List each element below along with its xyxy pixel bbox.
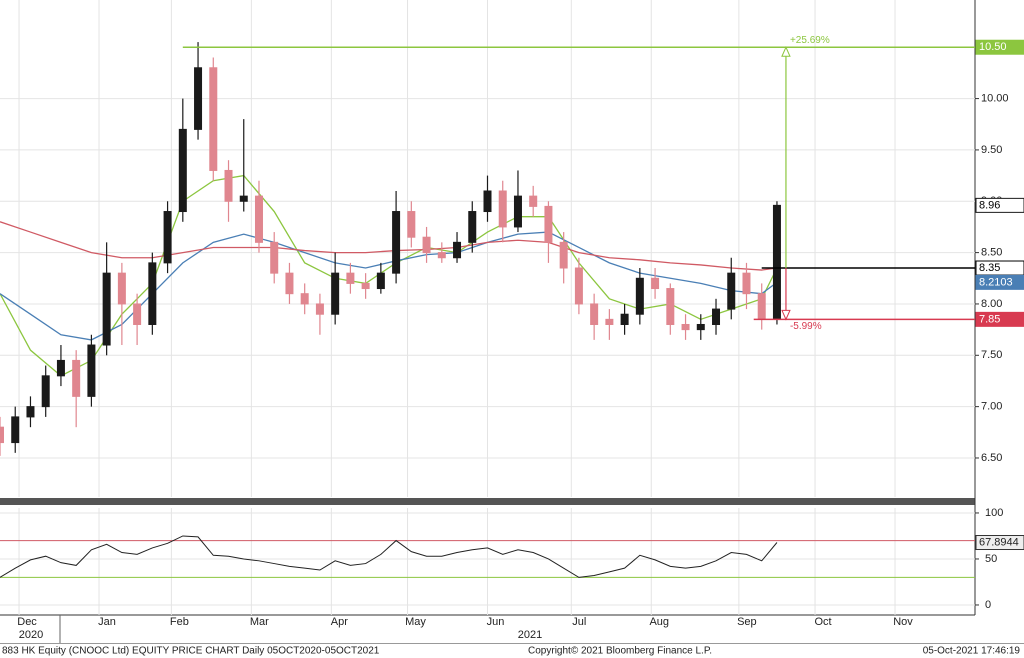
candle-body (483, 190, 492, 213)
candle-body (87, 344, 96, 397)
x-tick-label: Mar (250, 616, 269, 628)
rsi-tick-label: 100 (985, 507, 1003, 519)
candle-body (72, 359, 81, 397)
level-label: 7.85 (979, 313, 1000, 325)
candle-body (453, 241, 462, 259)
x-tick-label: Aug (649, 616, 669, 628)
arrow-head (781, 46, 791, 57)
candle-body (712, 308, 721, 325)
candle-body (468, 211, 477, 243)
x-tick-label: Apr (331, 616, 348, 628)
x-tick-label: Jan (98, 616, 116, 628)
candle-body (194, 67, 203, 130)
candle-body (239, 195, 248, 202)
x-tick-label: Feb (170, 616, 189, 628)
x-tick-label: Dec (17, 616, 37, 628)
percent-annotation: -5.99% (790, 321, 822, 332)
candle-body (0, 426, 4, 444)
candle-body (590, 303, 599, 325)
candle-body (666, 288, 675, 325)
y-tick-label: 7.00 (981, 401, 1002, 413)
percent-annotation: +25.69% (790, 35, 830, 46)
level-label: 8.96 (979, 199, 1000, 211)
candle-body (56, 359, 65, 377)
candle-body (26, 406, 35, 418)
level-label: 8.35 (979, 262, 1000, 274)
candle-body (11, 416, 20, 444)
candle-body (163, 211, 172, 264)
candle-body (772, 204, 781, 320)
candle-body (681, 323, 690, 331)
level-box (975, 197, 1024, 213)
x-tick-label: Jun (487, 616, 505, 628)
candle-body (376, 272, 385, 290)
y-tick-label: 6.50 (981, 452, 1002, 464)
footer-center: Copyright© 2021 Bloomberg Finance L.P. (528, 646, 712, 657)
candle-body (407, 211, 416, 238)
candle-body (605, 318, 614, 325)
y-tick-label: 9.50 (981, 144, 1002, 156)
footer-right: 05-Oct-2021 17:46:19 (923, 646, 1021, 657)
y-tick-label: 8.50 (981, 247, 1002, 259)
candle-body (148, 262, 157, 325)
level-box (975, 39, 1024, 55)
candle-body (178, 128, 187, 213)
rsi-last-box (975, 535, 1024, 551)
candle-body (285, 272, 294, 295)
candle-body (696, 323, 705, 331)
x-tick-label: Jul (572, 616, 586, 628)
x-tick-label: Nov (893, 616, 913, 628)
rsi-line (0, 535, 778, 578)
candle-body (437, 252, 446, 259)
candle-body (559, 241, 568, 269)
rsi-last-label: 67.8944 (979, 536, 1019, 548)
candle-body (361, 282, 370, 290)
candle-body (224, 169, 233, 202)
y-tick-label: 8.00 (981, 298, 1002, 310)
year-label: 2021 (518, 629, 542, 641)
candle-body (315, 303, 324, 315)
y-tick-label: 10.00 (981, 92, 1009, 104)
y-tick-label: 7.50 (981, 349, 1002, 361)
candle-body (422, 236, 431, 254)
year-label: 2020 (19, 629, 43, 641)
x-tick-label: Sep (737, 616, 757, 628)
level-box (975, 311, 1024, 327)
candle-body (300, 293, 309, 305)
candle-body (544, 205, 553, 243)
candle-body (529, 195, 538, 207)
x-tick-label: Oct (814, 616, 831, 628)
candle-body (513, 195, 522, 228)
rsi-tick-label: 50 (985, 553, 997, 565)
x-tick-label: May (405, 616, 426, 628)
candle-body (498, 190, 507, 228)
candle-body (254, 195, 263, 243)
candle-body (102, 272, 111, 346)
candle-body (392, 211, 401, 274)
candle-body (117, 272, 126, 305)
candle-body (727, 272, 736, 310)
candle-body (574, 267, 583, 305)
candle-body (331, 272, 340, 315)
candle-body (651, 277, 660, 290)
candle-body (346, 272, 355, 284)
level-label: 10.50 (979, 41, 1007, 53)
candle-body (635, 277, 644, 315)
rsi-tick-label: 0 (985, 599, 991, 611)
level-box (975, 274, 1024, 290)
candle-body (742, 272, 751, 295)
candle-body (209, 67, 218, 171)
candle-body (757, 293, 766, 320)
panel-separator (0, 498, 975, 505)
candle-body (133, 303, 142, 325)
candle-body (620, 313, 629, 325)
arrow-head (781, 309, 791, 321)
candle-body (270, 241, 279, 274)
level-label: 8.2103 (979, 276, 1013, 288)
candle-body (41, 375, 50, 408)
footer-left: 883 HK Equity (CNOOC Ltd) EQUITY PRICE C… (2, 646, 380, 657)
